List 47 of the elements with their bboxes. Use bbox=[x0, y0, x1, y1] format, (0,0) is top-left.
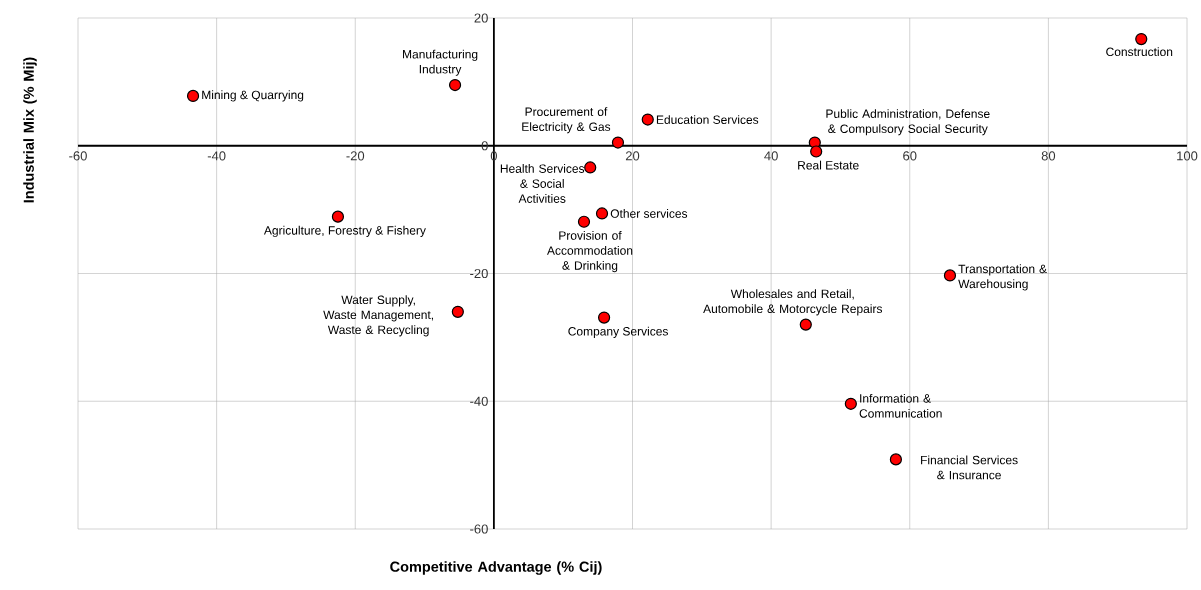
point bbox=[810, 145, 823, 158]
point bbox=[799, 318, 812, 331]
x-tick-label: 40 bbox=[764, 151, 778, 161]
point bbox=[1135, 32, 1148, 46]
annotation: Procurement of Electricity & Gas bbox=[522, 107, 611, 134]
x-tick-label: -40 bbox=[207, 151, 226, 161]
point bbox=[597, 311, 611, 324]
point bbox=[595, 207, 609, 220]
annotation: Transportation & Warehousing bbox=[958, 264, 1047, 291]
annotation: Manufacturing Industry bbox=[403, 49, 478, 76]
annotation: Other services bbox=[610, 209, 688, 218]
x-tick-label: -60 bbox=[69, 151, 87, 161]
x-tick-label: 80 bbox=[1041, 151, 1056, 161]
x-tick-label: -20 bbox=[346, 151, 365, 161]
annotation: Wholesales and Retail, Automobile & Motorcycle Repairs bbox=[703, 289, 883, 316]
point bbox=[451, 305, 464, 318]
annotation: Health Services & Social Activities bbox=[500, 164, 585, 203]
annotation: Real Estate bbox=[798, 160, 859, 170]
x-tick-label: 100 bbox=[1177, 151, 1198, 161]
annotation: Financial Services & Insurance bbox=[921, 455, 1018, 480]
annotation: Water Supply, Waste Management, Waste & Recycling bbox=[323, 295, 434, 337]
annotation: Construction bbox=[1106, 47, 1173, 57]
annotation: Provision of Accommodation & Drinking bbox=[547, 230, 633, 273]
y-axis-title: Industrial Mix (% Mij) bbox=[23, 57, 37, 203]
point bbox=[448, 78, 462, 92]
y-tick-label: -40 bbox=[470, 396, 488, 406]
x-tick-label: 20 bbox=[625, 151, 640, 161]
y-tick-label: 20 bbox=[474, 13, 488, 23]
annotation: Agriculture, Forestry & Fishery bbox=[263, 225, 426, 238]
point bbox=[943, 269, 957, 282]
annotation: Public Administration, Defense & Compulsory Social Security bbox=[826, 109, 990, 136]
point bbox=[641, 113, 654, 126]
annotation: Information & Communication bbox=[859, 393, 942, 418]
point bbox=[584, 161, 597, 174]
y-tick-label: -60 bbox=[470, 524, 488, 534]
point bbox=[577, 215, 591, 228]
annotation: Company Services bbox=[568, 326, 668, 338]
point bbox=[186, 89, 200, 103]
y-tick-label: -20 bbox=[470, 268, 488, 279]
annotation: Education Services bbox=[656, 115, 759, 124]
point bbox=[331, 210, 345, 223]
point bbox=[611, 136, 625, 149]
annotation: Mining & Quarrying bbox=[202, 90, 304, 102]
point bbox=[889, 453, 902, 466]
x-tick-label: 60 bbox=[903, 151, 917, 161]
point bbox=[844, 397, 857, 410]
x-axis-title: Competitive Advantage (% Cij) bbox=[390, 561, 602, 575]
